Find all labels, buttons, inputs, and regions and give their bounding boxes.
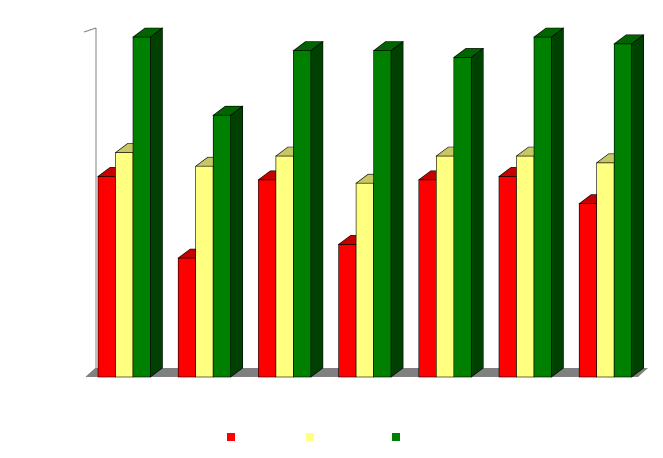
bar-front: [578, 203, 598, 378]
bar-front: [453, 57, 472, 378]
legend: [227, 433, 400, 441]
legend-marker: [392, 433, 400, 441]
bar-front: [195, 165, 214, 378]
bar-front: [498, 176, 517, 378]
bar-front: [177, 257, 196, 378]
bar-front: [613, 43, 633, 378]
bar-front: [275, 155, 294, 378]
bar-side: [551, 27, 564, 378]
bar-front: [258, 179, 277, 378]
bar-front: [596, 162, 615, 378]
bar-front: [338, 244, 357, 378]
bar-front: [115, 152, 134, 378]
bar-side: [390, 40, 404, 378]
bar-front: [533, 36, 552, 378]
bar-side: [150, 27, 163, 378]
bar-front: [293, 50, 312, 378]
bar-front: [355, 182, 374, 378]
bar: [132, 27, 164, 378]
axis-corner: [85, 367, 97, 378]
bar: [212, 105, 244, 378]
bar-front: [418, 179, 437, 378]
bar: [292, 40, 324, 378]
bar-front: [373, 50, 392, 378]
legend-marker: [306, 433, 314, 441]
bar-side: [230, 105, 243, 378]
bar: [613, 34, 645, 378]
legend-marker: [227, 433, 235, 441]
bar-front: [97, 176, 116, 378]
bar-side: [470, 47, 484, 378]
bar-front: [212, 114, 231, 378]
bar-front: [435, 155, 455, 378]
bar: [533, 27, 565, 378]
bar-front: [516, 155, 535, 378]
bar: [372, 40, 405, 378]
bar: [452, 47, 485, 378]
bars-layer: [97, 27, 645, 378]
bar-side: [310, 40, 324, 378]
bar-side: [631, 34, 645, 378]
bar-front: [132, 36, 151, 378]
axis-tick-top: [83, 27, 97, 33]
